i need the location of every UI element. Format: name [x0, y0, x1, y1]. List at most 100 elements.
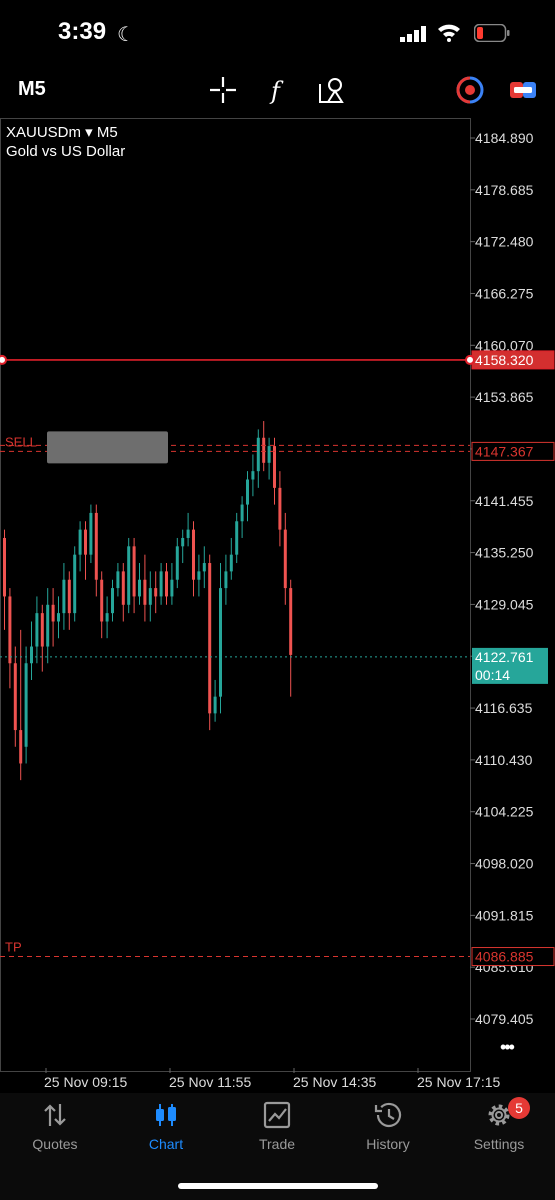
symbol-description: Gold vs US Dollar: [6, 143, 126, 160]
crosshair-icon[interactable]: [207, 74, 239, 106]
candle-body: [224, 571, 228, 589]
alert-price-label: 4158.320: [475, 352, 534, 368]
price-axis-label: 4153.865: [475, 389, 534, 405]
price-axis-label: 4091.815: [475, 907, 534, 923]
wifi-icon: [438, 24, 460, 42]
candle-body: [251, 471, 255, 480]
candle-body: [127, 546, 131, 605]
tp-price-label: 4086.885: [475, 949, 534, 965]
alert-handle-right: [465, 354, 475, 365]
candle-body: [262, 437, 266, 463]
trade-chart-icon: [263, 1101, 291, 1129]
bid-price-box: [472, 647, 548, 684]
time-axis-label: 25 Nov 14:35: [293, 1074, 377, 1090]
candle-body: [8, 596, 12, 664]
candle-body: [278, 487, 282, 530]
price-axis-label: 4116.635: [475, 700, 533, 716]
candle-body: [240, 504, 244, 522]
svg-text:f: f: [269, 77, 284, 105]
quotes-arrows-icon: [44, 1104, 66, 1126]
candle-body: [62, 579, 66, 614]
candle-body: [121, 571, 125, 605]
candle-body: [143, 579, 147, 605]
nav-label: History: [366, 1136, 410, 1152]
candle-body: [30, 646, 33, 664]
home-indicator[interactable]: [178, 1183, 378, 1189]
symbol-name[interactable]: XAUUSDm ▾ M5: [6, 124, 118, 141]
candle-body: [159, 571, 163, 597]
candle-body: [40, 613, 44, 647]
candle-body: [138, 579, 141, 597]
candles-icon: [156, 1104, 176, 1126]
candle-body: [267, 446, 271, 463]
price-axis-label: 4135.250: [475, 545, 534, 561]
candle-body: [73, 554, 77, 614]
candle-body: [24, 663, 28, 747]
trade-panel-icon[interactable]: [507, 74, 539, 106]
sell-tag: SELL: [5, 434, 37, 449]
price-axis-label: 4098.020: [475, 856, 534, 872]
tp-tag: TP: [5, 940, 22, 955]
tp-price-box: [471, 947, 555, 967]
price-chart[interactable]: 4184.890 4178.685 4172.480 4166.275 4160.070…: [0, 118, 555, 1073]
candle-body: [192, 529, 195, 580]
candle-body: [235, 521, 239, 555]
candle-body: [105, 613, 109, 622]
candle-body: [46, 604, 50, 647]
notification-badge: 5: [508, 1097, 530, 1119]
candle-body: [116, 571, 120, 589]
chart-frame: [0, 118, 471, 1072]
candle-body: [67, 579, 71, 614]
nav-settings[interactable]: Settings: [449, 1100, 549, 1152]
nav-label: Quotes: [32, 1136, 78, 1152]
candle-body: [148, 588, 152, 605]
candle-body: [208, 563, 212, 714]
sell-price-box: [471, 441, 555, 461]
candle-body: [19, 730, 23, 764]
candle-body: [175, 546, 179, 580]
nav-chart[interactable]: Chart: [116, 1100, 216, 1152]
alert-handle-left: [0, 354, 7, 365]
price-axis-label: 4079.405: [475, 1011, 534, 1027]
one-click-trading-icon[interactable]: [454, 74, 486, 106]
candle-body: [111, 588, 114, 614]
nav-label: Settings: [473, 1136, 525, 1152]
price-axis-label: 4141.455: [475, 493, 534, 509]
candle-body: [229, 554, 233, 572]
candle-body: [84, 529, 87, 555]
nav-quotes[interactable]: Quotes: [5, 1100, 105, 1152]
candle-body: [100, 579, 104, 622]
price-axis-label: 4110.430: [475, 752, 533, 768]
gear-icon: [488, 1104, 510, 1126]
candle-body: [154, 588, 158, 597]
candle-body: [202, 563, 206, 572]
timeframe-button[interactable]: M5: [18, 78, 46, 100]
candle-body: [3, 537, 6, 597]
candle-body: [186, 529, 190, 538]
candle-body: [94, 512, 98, 580]
price-axis-label: 4129.045: [475, 596, 534, 612]
candle-body: [197, 571, 201, 580]
bar-countdown: 00:14: [475, 667, 510, 683]
candle-body: [89, 512, 93, 555]
nav-history[interactable]: History: [338, 1100, 438, 1152]
candle-body: [283, 529, 287, 589]
nav-trade[interactable]: Trade: [227, 1100, 327, 1152]
nav-label: Trade: [258, 1136, 296, 1152]
indicators-icon[interactable]: f: [262, 74, 294, 106]
candle-body: [51, 604, 55, 622]
focus-moon-icon: ☾: [117, 24, 135, 46]
price-axis-label: 4160.070: [475, 337, 534, 353]
candle-body: [213, 696, 217, 714]
objects-shapes-icon[interactable]: [316, 74, 348, 106]
candle-body: [256, 437, 260, 472]
candle-body: [13, 663, 17, 731]
more-options-button[interactable]: •••: [500, 1037, 515, 1057]
candle-body: [246, 479, 249, 505]
candle-body: [57, 613, 60, 622]
nav-label: Chart: [148, 1136, 184, 1152]
time-axis-label: 25 Nov 17:15: [417, 1074, 501, 1090]
candle-body: [273, 446, 276, 488]
candle-body: [78, 529, 82, 555]
candle-body: [219, 588, 222, 697]
